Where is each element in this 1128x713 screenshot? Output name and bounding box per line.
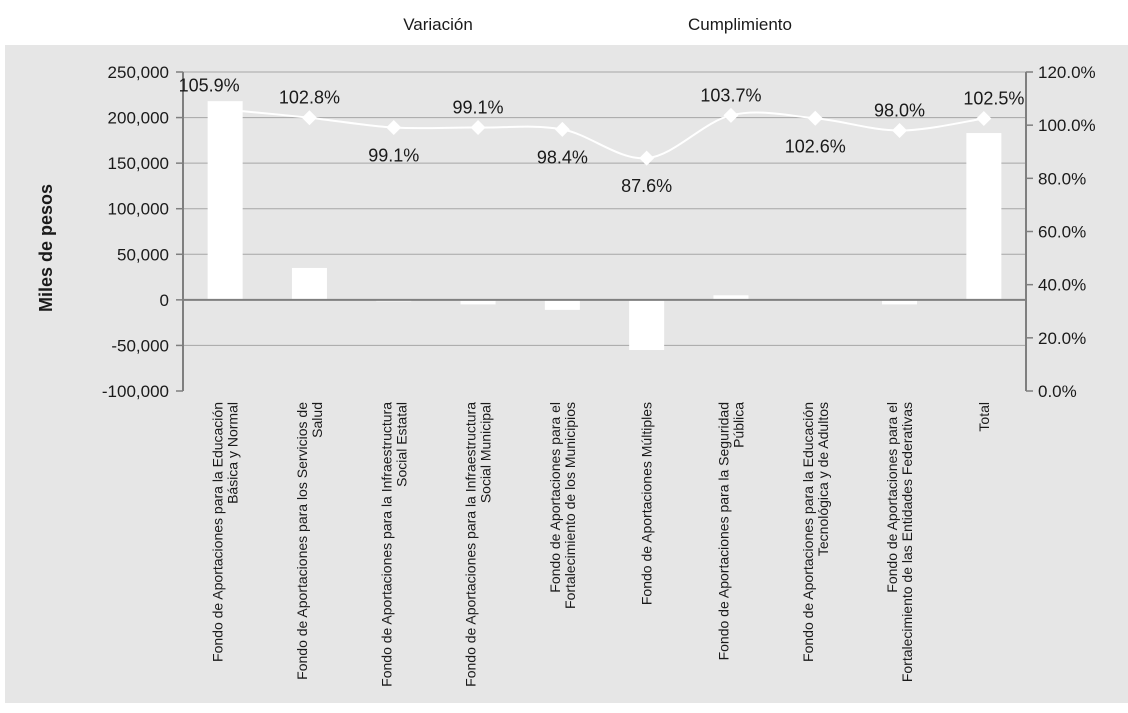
category-label-line: Básica y Normal: [225, 402, 241, 504]
category-label: Fondo de Aportaciones para la Educación T…: [800, 402, 831, 662]
y2-tick-label: 80.0%: [1038, 169, 1086, 188]
category-label-line: Fondo de Aportaciones para los Servicios…: [294, 402, 310, 680]
y-tick-label: 150,000: [108, 154, 169, 173]
cumplimiento-marker: [470, 120, 486, 136]
axes: [176, 71, 1033, 392]
bar: [713, 295, 749, 300]
y-tick-label: 200,000: [108, 109, 169, 128]
cumplimiento-marker: [554, 121, 570, 137]
category-label-line: Fondo de Aportaciones para la Seguridad: [715, 402, 731, 660]
cumplimiento-marker: [976, 111, 992, 127]
category-label: Fondo de Aportaciones para la Educación B…: [210, 402, 241, 662]
cumplimiento-line-path: [225, 108, 984, 160]
category-label-line: Social Estatal: [393, 402, 409, 487]
category-labels: Fondo de Aportaciones para la Educación B…: [210, 402, 992, 687]
variacion-bars: [207, 101, 1002, 350]
category-label: Fondo de Aportaciones para la Seguridad P…: [715, 402, 746, 661]
cumplimiento-data-label: 98.4%: [537, 147, 588, 167]
cumplimiento-marker: [723, 107, 739, 123]
category-label-line: Fondo de Aportaciones para el: [547, 402, 563, 593]
category-label-line: Fondo de Aportaciones para la Infraestru…: [463, 402, 479, 687]
y-tick-label: -100,000: [102, 382, 169, 401]
category-label-line: Fondo de Aportaciones para la Educación: [800, 402, 816, 662]
category-label: Fondo de Aportaciones para el Fortalecimi…: [547, 402, 578, 609]
cumplimiento-marker: [892, 122, 908, 138]
bar: [460, 299, 496, 305]
cumplimiento-marker: [386, 120, 402, 136]
plot-area-background: [183, 72, 1026, 391]
bar: [629, 299, 665, 350]
y-tick-label: 100,000: [108, 200, 169, 219]
y2-tick-label: 60.0%: [1038, 223, 1086, 242]
bar: [882, 299, 918, 305]
data-labels: 105.9% 102.8% 99.1% 99.1% 98.4% 87.6% 103.7% 10…: [179, 75, 1025, 196]
cumplimiento-data-label: 98.0%: [874, 100, 925, 120]
category-label-line: Total: [976, 402, 992, 432]
bar: [544, 299, 580, 310]
legend-variacion: Variación: [403, 15, 473, 34]
category-label-line: Pública: [730, 402, 746, 448]
category-label-line: Fondo de Aportaciones Múltiples: [639, 402, 655, 605]
y-tick-label: -50,000: [111, 336, 169, 355]
cumplimiento-data-label: 105.9%: [179, 75, 240, 95]
category-label-line: Fondo de Aportaciones para la Infraestru…: [378, 402, 394, 687]
category-label-line: Fondo de Aportaciones para el: [884, 402, 900, 593]
category-label: Fondo de Aportaciones para el Fortalecimi…: [884, 402, 915, 682]
y-axis-title: Miles de pesos: [36, 184, 56, 312]
cumplimiento-data-label: 102.6%: [785, 136, 846, 156]
cumplimiento-data-label: 102.8%: [279, 88, 340, 108]
category-label: Fondo de Aportaciones Múltiples: [639, 402, 655, 605]
cumplimiento-marker: [217, 101, 233, 117]
tick-labels: 250,000 200,000 150,000 100,000 50,000 0 -50,0…: [102, 63, 1096, 401]
y2-tick-label: 100.0%: [1038, 116, 1096, 135]
y-tick-label: 250,000: [108, 63, 169, 82]
cumplimiento-data-label: 103.7%: [700, 85, 761, 105]
category-label-line: Tecnológica y de Adultos: [815, 402, 831, 556]
y-tick-label: 0: [160, 291, 169, 310]
cumplimiento-data-label: 99.1%: [453, 98, 504, 118]
category-label-line: Fondo de Aportaciones para la Educación: [210, 402, 226, 662]
category-label: Fondo de Aportaciones para los Servicios…: [294, 402, 325, 680]
cumplimiento-line: [217, 101, 992, 166]
y-tick-label: 50,000: [117, 245, 169, 264]
y2-tick-label: 20.0%: [1038, 329, 1086, 348]
cumplimiento-marker: [807, 110, 823, 126]
category-label: Fondo de Aportaciones para la Infraestru…: [463, 402, 494, 687]
gridlines: [183, 71, 1026, 346]
category-label: Fondo de Aportaciones para la Infraestru…: [378, 402, 409, 687]
cumplimiento-marker: [639, 150, 655, 166]
category-label-line: Salud: [309, 402, 325, 438]
category-label-line: Fortalecimiento de las Entidades Federat…: [899, 402, 915, 682]
cumplimiento-data-label: 87.6%: [621, 176, 672, 196]
y2-tick-label: 120.0%: [1038, 63, 1096, 82]
category-label: Total: [976, 402, 992, 432]
bar: [207, 101, 243, 300]
cumplimiento-marker: [301, 110, 317, 126]
y2-tick-label: 40.0%: [1038, 276, 1086, 295]
legend-cumplimiento: Cumplimiento: [688, 15, 792, 34]
category-label-line: Fortalecimiento de los Municipios: [562, 402, 578, 609]
category-label-line: Social Municipal: [478, 402, 494, 503]
bar: [291, 267, 327, 300]
cumplimiento-data-label: 99.1%: [368, 146, 419, 166]
y2-tick-label: 0.0%: [1038, 382, 1077, 401]
bar: [966, 133, 1002, 300]
cumplimiento-data-label: 102.5%: [963, 89, 1024, 109]
